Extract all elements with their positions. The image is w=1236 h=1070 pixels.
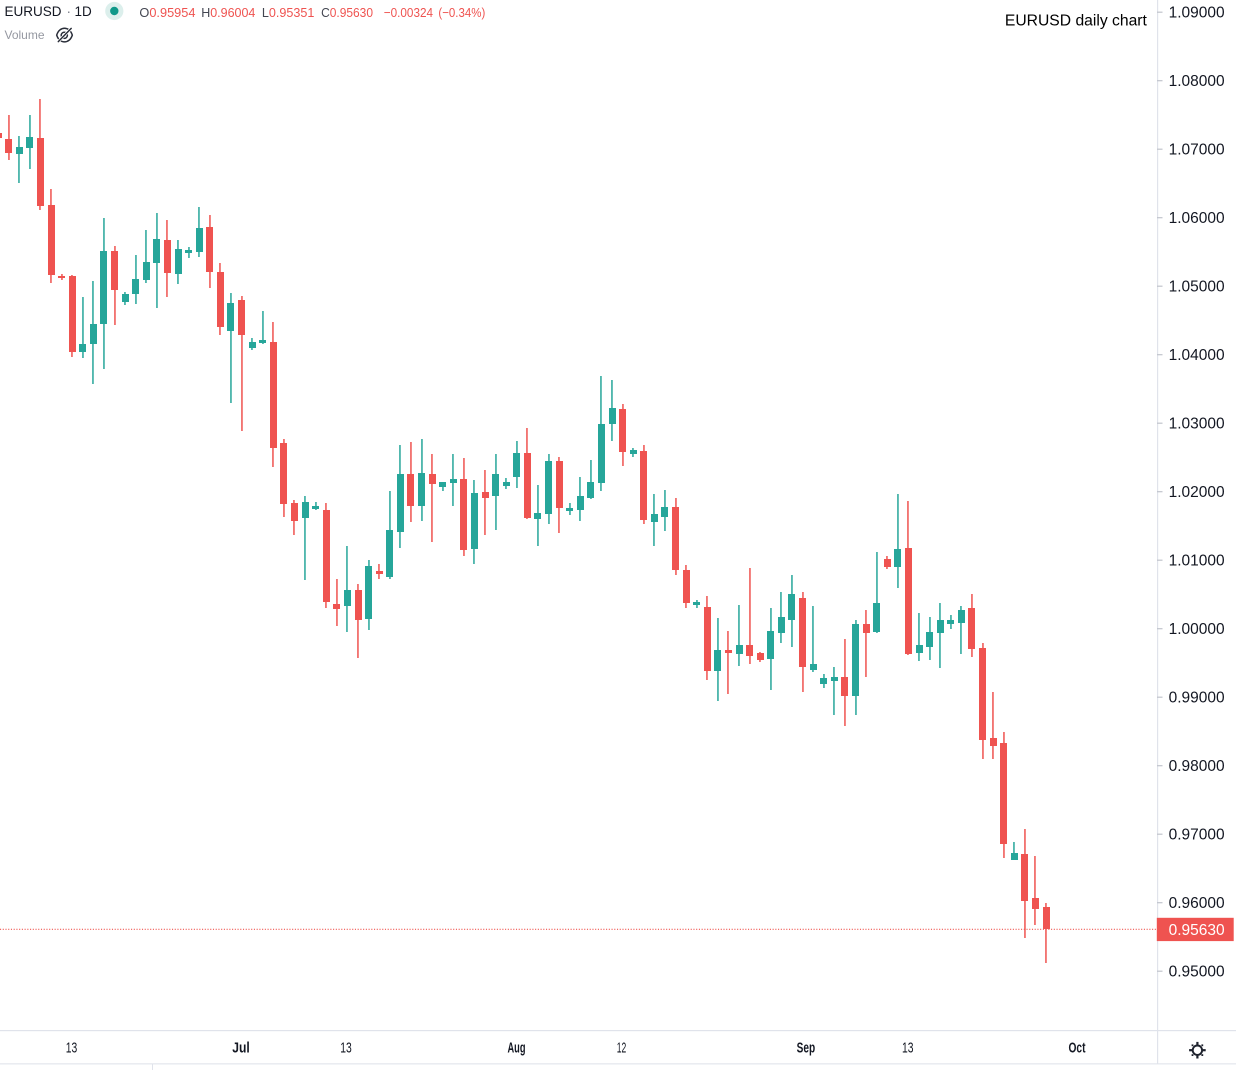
svg-text:1.02000: 1.02000 [1169,484,1225,501]
svg-text:1.03000: 1.03000 [1169,416,1225,433]
svg-text:13: 13 [902,1041,914,1057]
svg-text:Oct: Oct [1069,1041,1086,1057]
svg-text:1.08000: 1.08000 [1169,73,1225,90]
svg-text:O0.95954: O0.95954 [139,5,195,20]
svg-text:0.97000: 0.97000 [1169,827,1225,844]
svg-text:1.00000: 1.00000 [1169,621,1225,638]
svg-text:0.96000: 0.96000 [1169,895,1225,912]
svg-text:0.98000: 0.98000 [1169,758,1225,775]
svg-text:13: 13 [340,1041,352,1057]
svg-text:·: · [67,4,72,19]
svg-text:H0.96004: H0.96004 [201,5,255,20]
svg-text:Sep: Sep [797,1041,816,1057]
svg-text:Aug: Aug [508,1041,526,1057]
svg-text:EURUSD: EURUSD [5,4,62,19]
svg-text:L0.95351: L0.95351 [262,5,315,20]
svg-text:Jul: Jul [232,1041,250,1057]
svg-text:(−0.34%): (−0.34%) [438,5,485,20]
svg-text:Volume: Volume [5,28,45,42]
svg-text:13: 13 [66,1041,78,1057]
svg-text:1.01000: 1.01000 [1169,553,1225,570]
svg-text:C0.95630: C0.95630 [321,5,373,20]
svg-text:0.99000: 0.99000 [1169,690,1225,707]
svg-text:0.95630: 0.95630 [1169,922,1225,939]
svg-text:1.05000: 1.05000 [1169,279,1225,296]
svg-text:1.04000: 1.04000 [1169,347,1225,364]
svg-text:1.09000: 1.09000 [1169,5,1225,22]
svg-text:EURUSD daily chart: EURUSD daily chart [1005,13,1148,30]
svg-text:0.95000: 0.95000 [1169,964,1225,981]
svg-text:1D: 1D [75,4,93,19]
svg-text:12: 12 [617,1041,627,1057]
svg-text:1.06000: 1.06000 [1169,210,1225,227]
svg-text:1.07000: 1.07000 [1169,142,1225,159]
svg-text:−0.00324: −0.00324 [384,5,433,20]
